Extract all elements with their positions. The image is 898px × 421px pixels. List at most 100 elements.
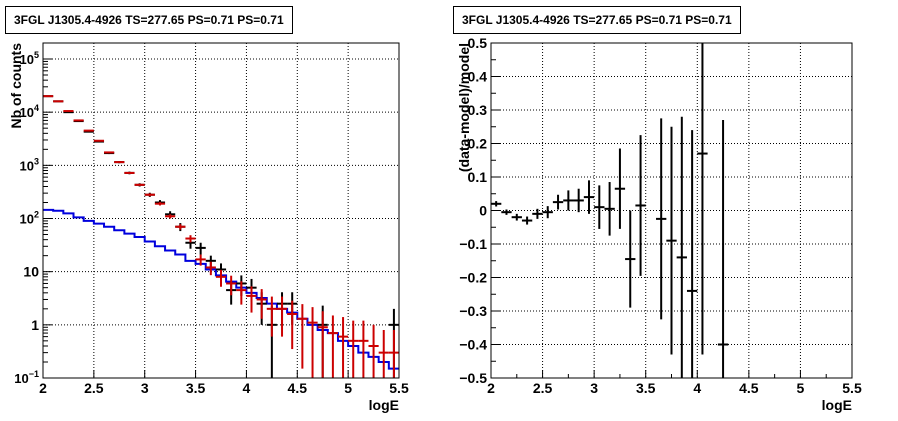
x-tick-label: 5.5: [842, 380, 862, 396]
residual-point: [635, 135, 646, 276]
residual-point: [625, 210, 636, 308]
x-tick-label: 2.5: [533, 380, 553, 396]
residual-point: [717, 120, 729, 378]
y-tick-label: 0.3: [468, 102, 488, 118]
y-tick-label: 0: [479, 203, 487, 219]
residual-plot-frame: [490, 42, 853, 379]
y-tick-label: 0.5: [468, 35, 488, 51]
background-model-line: [43, 208, 399, 370]
counts-panel: 2 2.5 3 3.5 4 4.5 5 5.5 10−1 1 10 102 103 104 105 logE N…: [8, 42, 409, 413]
x-tick-label: 3: [590, 380, 598, 396]
residual-point: [563, 190, 574, 211]
model-point: [337, 317, 349, 378]
y-tick-label: 1: [31, 317, 39, 333]
residual-point: [542, 206, 553, 219]
y-tick-label: 105: [20, 50, 39, 67]
y-tick-label: 10: [23, 264, 39, 280]
y-tick-label: −0.1: [459, 236, 487, 252]
x-tick-label: 4.5: [288, 380, 308, 396]
model-point: [154, 202, 166, 206]
residual-point: [511, 213, 522, 221]
x-tick-label: 3.5: [636, 380, 656, 396]
model-point: [256, 289, 267, 319]
residual-point: [594, 185, 605, 229]
residual-point: [614, 148, 626, 229]
residual-point: [676, 116, 687, 378]
y-tick-label: 102: [20, 210, 39, 227]
residual-point: [552, 194, 564, 210]
model-point: [73, 119, 84, 122]
model-point: [388, 329, 399, 378]
model-point: [307, 307, 318, 378]
model-point: [317, 311, 328, 378]
model-point: [175, 224, 186, 230]
y-tick-label: 103: [20, 156, 39, 173]
residual-point: [501, 209, 512, 215]
x-tick-label: 2.5: [84, 380, 104, 396]
model-point: [236, 281, 247, 305]
residual-point: [491, 201, 502, 207]
model-point: [185, 235, 196, 243]
residual-point: [604, 182, 615, 236]
x-tick-label: 4: [693, 380, 701, 396]
counts-y-axis-label: Nb of counts: [8, 43, 24, 129]
model-point: [134, 183, 145, 186]
x-tick-label: 2: [487, 380, 495, 396]
counts-x-axis-label: logE: [369, 397, 399, 413]
model-point: [114, 161, 125, 164]
model-point: [287, 300, 298, 350]
y-tick-label: 104: [20, 103, 39, 120]
residual-chart-title: 3FGL J1305.4-4926 TS=277.65 PS=0.71 PS=0…: [453, 6, 741, 34]
x-tick-label: 5.5: [389, 380, 409, 396]
residual-point: [521, 216, 533, 225]
model-point: [327, 315, 338, 378]
model-point: [266, 296, 277, 337]
y-tick-label: 0.4: [468, 69, 488, 85]
model-point: [297, 304, 308, 369]
residual-point: [666, 126, 677, 355]
counts-plot-frame: [42, 42, 400, 379]
y-tick-label: 0.2: [468, 136, 488, 152]
model-point: [378, 329, 389, 378]
model-point: [144, 193, 155, 197]
model-point: [368, 324, 379, 378]
x-tick-label: 3.5: [186, 380, 206, 396]
model-point: [348, 320, 359, 378]
x-tick-label: 5: [797, 380, 805, 396]
residual-point: [697, 43, 708, 355]
residual-point: [686, 130, 698, 378]
residual-point: [583, 180, 595, 214]
y-tick-label: −0.3: [459, 303, 487, 319]
x-tick-label: 4.5: [739, 380, 759, 396]
x-tick-label: 4: [243, 380, 251, 396]
y-tick-label: 0.1: [468, 169, 488, 185]
model-point: [104, 151, 115, 154]
x-tick-label: 3: [141, 380, 149, 396]
model-point: [205, 261, 216, 276]
model-point: [276, 296, 288, 337]
model-point: [226, 275, 237, 296]
x-tick-label: 2: [39, 380, 47, 396]
residual-panel: 2 2.5 3 3.5 4 4.5 5 5.5 −0.5 −0.4 −0.3 −0.2 −0.1 0 0.1…: [456, 35, 862, 413]
model-point: [358, 320, 369, 378]
x-tick-label: 5: [344, 380, 352, 396]
y-tick-label: 10−1: [14, 369, 39, 386]
y-tick-label: −0.5: [459, 370, 487, 386]
model-point: [124, 171, 135, 174]
residual-point: [656, 118, 667, 320]
model-point: [195, 254, 206, 266]
model-point: [246, 286, 257, 313]
residual-point: [532, 208, 543, 219]
counts-chart-title: 3FGL J1305.4-4926 TS=277.65 PS=0.71 PS=0…: [5, 6, 293, 34]
y-tick-label: −0.4: [459, 337, 487, 353]
residual-point: [573, 188, 584, 213]
residual-x-axis-label: logE: [822, 397, 852, 413]
model-point: [83, 129, 94, 132]
model-point: [215, 269, 227, 287]
model-point: [165, 214, 176, 219]
residual-y-axis-label: (data-model)/model: [456, 43, 472, 172]
model-point: [93, 139, 105, 142]
y-tick-label: −0.2: [459, 270, 487, 286]
data-point: [195, 242, 206, 255]
